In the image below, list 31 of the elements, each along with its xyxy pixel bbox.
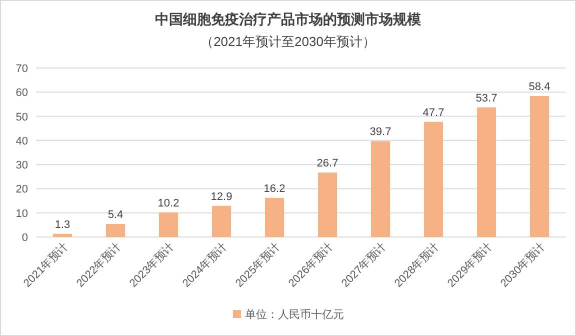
data-label: 16.2 — [264, 182, 286, 195]
bar — [476, 107, 496, 237]
chart-subtitle: （2021年预计至2030年预计） — [200, 34, 376, 49]
y-tick-label: 0 — [22, 232, 28, 244]
y-tick-label: 30 — [16, 160, 28, 172]
data-label: 10.2 — [158, 197, 180, 210]
bar — [212, 206, 232, 237]
bar — [264, 198, 284, 237]
bar — [318, 172, 338, 237]
data-label: 39.7 — [370, 126, 392, 138]
data-label: 26.7 — [316, 158, 338, 170]
data-label: 53.7 — [476, 92, 498, 104]
y-tick-label: 70 — [16, 63, 28, 75]
data-label: 58.4 — [528, 81, 550, 94]
bar — [106, 224, 126, 237]
y-tick-label: 50 — [16, 111, 28, 124]
data-label: 47.7 — [422, 106, 444, 119]
legend-label: 单位：人民币十亿元 — [245, 308, 344, 321]
data-label: 1.3 — [54, 218, 70, 231]
bar — [424, 122, 444, 237]
y-tick-label: 10 — [16, 208, 28, 220]
data-label: 5.4 — [108, 208, 124, 221]
bar — [370, 141, 390, 237]
bar — [158, 212, 178, 237]
y-tick-label: 60 — [16, 87, 28, 100]
y-tick-label: 20 — [16, 184, 28, 196]
bar — [530, 96, 550, 237]
chart-title: 中国细胞免疫治疗产品市场的预测市场规模 — [155, 11, 422, 27]
y-tick-label: 40 — [16, 135, 28, 148]
bar — [52, 234, 72, 237]
data-label: 12.9 — [210, 190, 232, 203]
